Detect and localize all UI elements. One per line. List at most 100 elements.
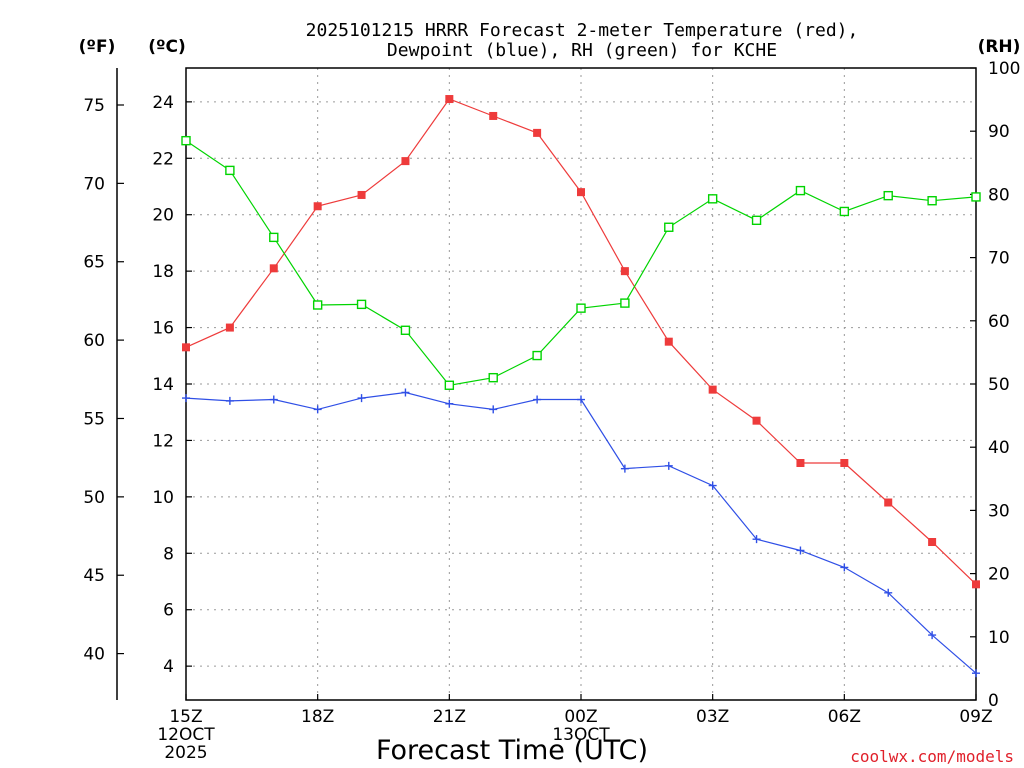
dewpoint-point: [664, 461, 673, 470]
dewpoint-point: [752, 535, 761, 544]
temperature-point: [533, 128, 542, 137]
rh-point: [620, 298, 630, 308]
dewpoint-point: [972, 669, 980, 678]
fahrenheit-tick-label: 40: [83, 645, 105, 665]
data-series: [181, 95, 981, 678]
rh-point: [664, 222, 674, 232]
fahrenheit-tick-label: 55: [83, 409, 105, 429]
rh-point: [444, 380, 455, 390]
x-tick-label-line: 09Z: [959, 707, 992, 727]
fahrenheit-tick-label: 70: [83, 174, 105, 194]
celsius-tick-label: 6: [163, 601, 174, 621]
chart-title-line2: Dewpoint (blue), RH (green) for KCHE: [387, 40, 777, 61]
celsius-tick-label: 18: [152, 262, 174, 282]
rh-point: [488, 372, 498, 383]
celsius-tick-label: 8: [163, 544, 174, 564]
dewpoint-point: [269, 395, 278, 404]
rh-tick-label: 10: [988, 628, 1010, 648]
x-tick-label: 18Z: [301, 707, 334, 727]
temperature-point: [708, 385, 717, 394]
rh-point: [707, 194, 718, 204]
rh-tick-label: 0: [988, 691, 999, 711]
dewpoint-point: [313, 405, 322, 414]
x-tick-label: 21Z: [433, 707, 466, 727]
gridlines: [186, 68, 976, 700]
fahrenheit-tick-label: 65: [83, 253, 105, 273]
rh-point: [181, 135, 191, 146]
dewpoint-point: [489, 405, 498, 414]
dewpoint-point: [445, 399, 454, 408]
temperature-point: [796, 459, 805, 467]
x-tick-label: 03Z: [696, 707, 729, 727]
x-tick-label-line: 12OCT: [157, 725, 215, 745]
temperature-point: [972, 580, 980, 589]
fahrenheit-tick-label: 50: [83, 488, 105, 508]
dewpoint-point: [796, 546, 805, 555]
celsius-tick-label: 12: [152, 431, 174, 451]
rh-point: [532, 350, 542, 361]
rh-point: [576, 303, 586, 313]
dewpoint-point: [357, 394, 366, 403]
temperature-point: [225, 323, 234, 332]
tick-labels: 15Z 12OCT 2025 18Z 21Z 00Z 13OCT 03Z 06Z 09Z 4 6 8 10…: [83, 59, 1020, 763]
x-tick-label: 00Z 13OCT: [552, 707, 610, 745]
chart-title-line1: 2025101215 HRRR Forecast 2-meter Tempera…: [306, 20, 859, 41]
x-tick-label: 15Z 12OCT 2025: [157, 707, 215, 763]
rh-tick-label: 50: [988, 375, 1010, 395]
temperature-point: [445, 95, 454, 104]
rh-tick-label: 100: [988, 59, 1020, 79]
temperature-point: [664, 337, 673, 346]
rh-point: [883, 190, 893, 201]
x-tick-label-line: 03Z: [696, 707, 729, 727]
rh-tick-label: 60: [988, 312, 1010, 332]
rh-tick-label: 20: [988, 565, 1010, 585]
temperature-point: [182, 343, 190, 352]
x-tick-label-line: 15Z: [169, 707, 202, 727]
dewpoint-point: [840, 563, 849, 572]
x-axis-title: Forecast Time (UTC): [376, 735, 648, 766]
fahrenheit-tick-label: 45: [83, 566, 105, 586]
temperature-point: [840, 459, 849, 467]
rh-tick-label: 40: [988, 438, 1010, 458]
temperature-point: [401, 157, 410, 166]
dewpoint-point: [577, 395, 585, 404]
rh-point: [269, 232, 279, 243]
celsius-tick-label: 24: [152, 93, 174, 113]
rh-point: [356, 299, 367, 310]
celsius-tick-label: 22: [152, 149, 174, 169]
temperature-point: [884, 498, 893, 507]
rh-point: [927, 196, 937, 206]
temperature-point: [620, 267, 629, 276]
x-tick-label-line: 2025: [164, 743, 207, 763]
temperature-point: [269, 264, 278, 273]
rh-point: [795, 185, 806, 196]
temperature-point: [752, 416, 761, 425]
temperature-point: [928, 538, 937, 546]
dewpoint-point: [620, 464, 629, 473]
celsius-tick-label: 16: [152, 319, 174, 339]
dewpoint-line: [185, 391, 977, 674]
x-tick-label-line: 21Z: [433, 707, 466, 727]
temperature-point: [357, 190, 366, 199]
rh-point: [225, 165, 235, 176]
rh-point: [312, 300, 323, 310]
dewpoint-point: [401, 388, 410, 397]
x-tick-label-line: 06Z: [828, 707, 861, 727]
fahrenheit-unit-label: (ºF): [79, 37, 116, 57]
x-tick-label: 06Z: [828, 707, 861, 727]
source-credit: coolwx.com/models: [850, 747, 1014, 766]
celsius-tick-label: 20: [152, 206, 174, 226]
temperature-point: [489, 111, 498, 120]
rh-tick-label: 90: [988, 122, 1010, 142]
rh-point: [400, 325, 411, 335]
celsius-tick-label: 4: [163, 657, 174, 677]
dewpoint-point: [182, 394, 190, 403]
x-tick-label-line: 18Z: [301, 707, 334, 727]
rh-unit-label: (RH): [978, 37, 1021, 57]
celsius-unit-label: (ºC): [148, 37, 186, 57]
x-tick-label-line: 13OCT: [552, 725, 610, 745]
dewpoint-point: [225, 396, 234, 405]
temperature-series: [182, 95, 980, 589]
rh-point: [751, 215, 762, 226]
temperature-point: [313, 202, 322, 211]
